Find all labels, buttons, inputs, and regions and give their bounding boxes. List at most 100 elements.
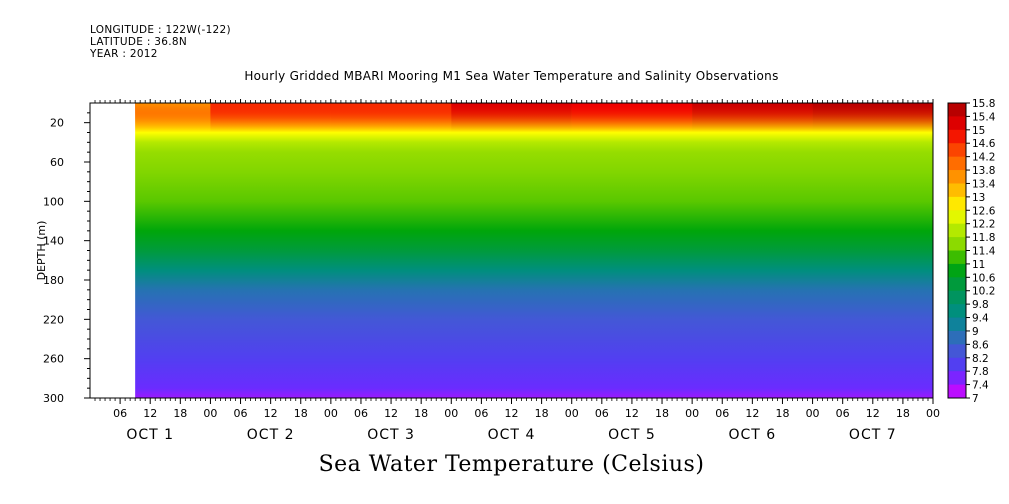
colorbar-swatch (948, 210, 966, 225)
surface-band-5 (571, 103, 693, 133)
x-tick-label: 18 (535, 407, 549, 420)
colorbar-label: 12.2 (972, 219, 995, 231)
colorbar-label: 10.6 (972, 272, 996, 284)
x-tick-label: 06 (234, 407, 248, 420)
colorbar-swatch (948, 183, 966, 198)
y-tick-label: 180 (43, 274, 64, 287)
colorbar-label: 8.6 (972, 339, 989, 351)
x-tick-label: 00 (324, 407, 338, 420)
colorbar-label: 7 (972, 393, 979, 405)
temperature-field (135, 103, 934, 398)
y-tick-label: 60 (50, 156, 64, 169)
longitude-label: LONGITUDE : 122W(-122) (90, 24, 231, 36)
y-tick-label: 140 (43, 235, 64, 248)
x-tick-label: 18 (775, 407, 789, 420)
chart-title: Hourly Gridded MBARI Mooring M1 Sea Wate… (244, 69, 779, 83)
axes: 20 60 100 140 180 220 260 300 DEPTH (m) 06 12 18 00 0… (35, 99, 940, 443)
colorbar-label: 13.8 (972, 165, 995, 177)
colorbar-label: 15.4 (972, 111, 996, 123)
colorbar-swatch (948, 317, 966, 332)
x-tick-label: 06 (113, 407, 127, 420)
colorbar-label: 13.4 (972, 178, 996, 190)
colorbar-swatch (948, 196, 966, 211)
x-day-label: OCT 3 (367, 427, 415, 443)
y-tick-label: 300 (43, 392, 64, 405)
y-tick-label: 20 (50, 117, 64, 130)
x-tick-label: 12 (384, 407, 398, 420)
colorbar-label: 14.2 (972, 152, 995, 164)
x-tick-label: 12 (625, 407, 639, 420)
x-tick-label: 18 (896, 407, 910, 420)
x-tick-label: 00 (926, 407, 940, 420)
colorbar-label: 15 (972, 125, 985, 137)
x-axis-title: Sea Water Temperature (Celsius) (318, 452, 705, 477)
x-tick-label: 06 (354, 407, 368, 420)
colorbar-label: 8.2 (972, 353, 989, 365)
colorbar-label: 7.8 (972, 366, 989, 378)
colorbar-swatch (948, 170, 966, 184)
surface-band-4 (451, 103, 572, 133)
colorbar-swatch (948, 129, 966, 144)
x-tick-label: 00 (565, 407, 579, 420)
colorbar-swatch (948, 263, 966, 278)
y-axis-title: DEPTH (m) (35, 221, 48, 281)
colorbar-swatch (948, 344, 966, 359)
surface-band-2 (210, 103, 331, 133)
x-tick-label: 00 (203, 407, 217, 420)
x-tick-label: 18 (294, 407, 308, 420)
colorbar-label: 15.8 (972, 98, 995, 110)
x-tick-label: 18 (173, 407, 187, 420)
colorbar-swatch (948, 143, 966, 158)
colorbar-label: 13 (972, 192, 985, 204)
x-day-label: OCT 7 (849, 427, 897, 443)
x-day-label: OCT 5 (608, 427, 656, 443)
colorbar-label: 11.4 (972, 246, 996, 258)
x-tick-label: 18 (655, 407, 669, 420)
colorbar-label: 14.6 (972, 138, 996, 150)
colorbar-swatch (948, 223, 966, 238)
colorbar-label: 9 (972, 326, 979, 338)
colorbar-swatch (948, 237, 966, 251)
x-tick-label: 06 (474, 407, 488, 420)
colorbar-label: 9.4 (972, 313, 989, 325)
colorbar-label: 9.8 (972, 299, 989, 311)
colorbar-swatch (948, 116, 966, 131)
year-label: YEAR : 2012 (90, 48, 158, 60)
colorbar-label: 11 (972, 259, 985, 271)
colorbar-swatch (948, 384, 966, 399)
x-tick-label: 06 (836, 407, 850, 420)
x-tick-label: 18 (414, 407, 428, 420)
colorbar-label: 12.6 (972, 205, 996, 217)
x-tick-label: 00 (685, 407, 699, 420)
temperature-profile-fill (135, 103, 934, 398)
x-day-label: OCT 6 (728, 427, 776, 443)
x-tick-label: 12 (264, 407, 278, 420)
surface-band-7 (812, 103, 933, 133)
x-tick-label: 00 (444, 407, 458, 420)
colorbar-swatch (948, 277, 966, 292)
surface-band-1 (135, 103, 211, 133)
surface-band-6 (692, 103, 813, 133)
surface-band-3 (330, 103, 452, 133)
colorbar-swatch (948, 371, 966, 386)
y-tick-label: 220 (43, 313, 64, 326)
x-tick-label: 00 (806, 407, 820, 420)
x-tick-label: 12 (143, 407, 157, 420)
x-tick-label: 06 (715, 407, 729, 420)
colorbar-swatch (948, 290, 966, 305)
y-tick-label: 100 (43, 195, 64, 208)
colorbar-label: 7.4 (972, 380, 989, 392)
y-tick-label: 260 (43, 353, 64, 366)
latitude-label: LATITUDE : 36.8N (90, 36, 188, 48)
x-tick-label: 12 (866, 407, 880, 420)
x-day-label: OCT 2 (247, 427, 295, 443)
x-tick-label: 06 (595, 407, 609, 420)
colorbar-swatch (948, 357, 966, 372)
colorbar-swatch (948, 330, 966, 345)
x-day-label: OCT 4 (488, 427, 536, 443)
x-day-label: OCT 1 (126, 427, 174, 443)
colorbar-swatch (948, 156, 966, 171)
colorbar-swatch (948, 103, 966, 117)
